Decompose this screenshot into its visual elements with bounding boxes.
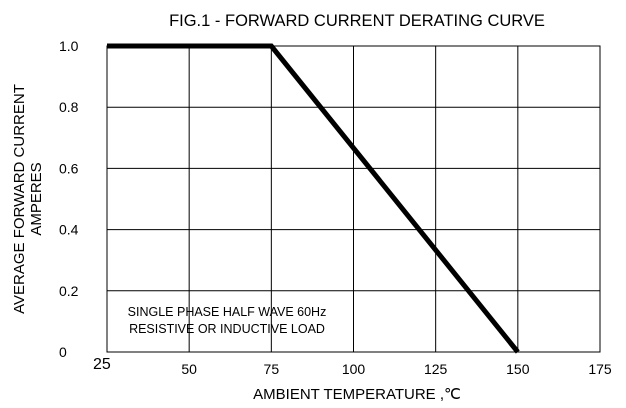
y-tick-label: 0 [59, 344, 67, 360]
x-tick-label: 125 [424, 361, 448, 377]
x-tick-label: 50 [181, 361, 197, 377]
y-tick-label: 0.4 [59, 222, 79, 238]
x-axis-label: AMBIENT TEMPERATURE ,℃ [253, 386, 461, 403]
y-tick-label: 0.2 [59, 283, 79, 299]
x-tick-label: 150 [506, 361, 530, 377]
x-tick-label: 25 [93, 356, 111, 373]
y-axis-label: AVERAGE FORWARD CURRENT AMPERES [11, 84, 45, 314]
x-tick-label: 100 [342, 361, 366, 377]
annotation-line-2: RESISTIVE OR INDUCTIVE LOAD [129, 322, 325, 336]
x-tick-labels: 25 50 75 100 125 150 175 [93, 356, 612, 377]
y-tick-label: 0.6 [59, 160, 79, 176]
derating-curve-0 [107, 43, 520, 354]
annotation-line-1: SINGLE PHASE HALF WAVE 60Hz [128, 305, 327, 319]
y-tick-labels: 0 0.2 0.4 0.6 0.8 1.0 [59, 38, 79, 360]
x-tick-label: 75 [264, 361, 280, 377]
y-tick-label: 0.8 [59, 99, 79, 115]
chart-title: FIG.1 - FORWARD CURRENT DERATING CURVE [169, 12, 545, 30]
plot-frame [106, 45, 601, 353]
series-layer [107, 43, 520, 354]
x-tick-label: 175 [588, 361, 612, 377]
y-axis-label-line-1: AVERAGE FORWARD CURRENT [11, 84, 28, 314]
load-annotation: SINGLE PHASE HALF WAVE 60Hz RESISTIVE OR… [128, 305, 327, 336]
y-axis-label-line-2: AMPERES [28, 162, 45, 235]
y-tick-label: 1.0 [59, 38, 79, 54]
grid [107, 46, 600, 352]
